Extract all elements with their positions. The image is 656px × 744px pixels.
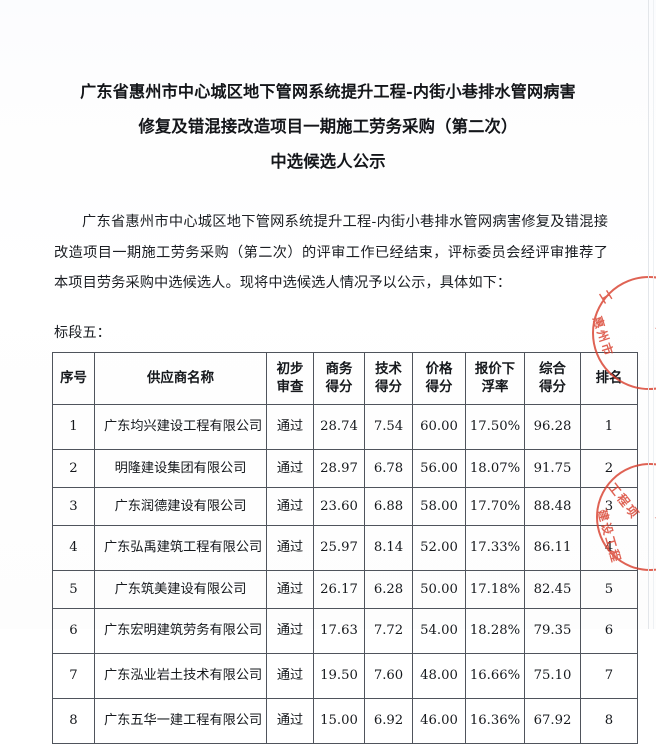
official-seal-lower: 工程项 建设工程 [594, 463, 656, 571]
cell-prelim-review: 通过 [266, 524, 314, 571]
cell-business-score: 19.50 [313, 652, 365, 699]
title-line-2: 修复及错混接改造项目一期施工劳务采购（第二次） [138, 117, 518, 136]
scan-edge-line-secondary [653, 0, 654, 629]
intro-paragraph: 广东省惠州市中心城区地下管网系统提升工程-内街小巷排水管网病害修复及错混接改造项… [54, 214, 608, 292]
official-seal-upper: 工 惠州市 [589, 276, 656, 390]
cell-business-score: 15.00 [313, 697, 365, 744]
cell-price-score: 52.00 [412, 524, 466, 571]
table-row: 8 广东五华一建工程有限公司 通过 15.00 6.92 46.00 16.36% 67.92… [52, 697, 638, 744]
cell-technical-score: 7.60 [364, 652, 413, 699]
header-line: 序号 [60, 370, 87, 387]
cell-price-score: 48.00 [412, 652, 466, 699]
table-row: 3 广东润德建设有限公司 通过 23.60 6.88 58.00 17.70% 88.48 3 [52, 486, 638, 526]
header-line: 综合 [539, 360, 566, 377]
cell-discount-rate: 18.07% [465, 448, 525, 488]
column-header-technical-score: 技术 得分 [364, 351, 413, 405]
cell-supplier: 广东五华一建工程有限公司 [94, 697, 267, 744]
cell-supplier: 广东筑美建设有限公司 [94, 569, 267, 609]
table-row: 1 广东均兴建设工程有限公司 通过 28.74 7.54 60.00 17.50% 96.28… [52, 403, 638, 450]
document-body: 广东省惠州市中心城区地下管网系统提升工程-内街小巷排水管网病害修复及错混接改造项… [0, 179, 656, 299]
cell-business-score: 26.17 [313, 569, 365, 609]
cell-rank: 8 [580, 697, 638, 744]
header-line: 排名 [595, 370, 623, 387]
seal-text-line: 工程项 [605, 480, 643, 522]
cell-total-score: 88.48 [524, 486, 581, 526]
column-header-discount-rate: 报价下 浮率 [465, 351, 525, 405]
cell-index: 7 [52, 652, 95, 699]
cell-total-score: 75.10 [524, 652, 581, 699]
cell-discount-rate: 17.33% [465, 524, 525, 571]
column-header-rank: 排名 [580, 351, 638, 405]
column-header-total-score: 综合 得分 [524, 351, 581, 405]
header-line: 初步 [276, 360, 304, 377]
cell-price-score: 56.00 [412, 448, 466, 488]
header-line: 技术 [375, 360, 402, 377]
cell-supplier: 广东润德建设有限公司 [94, 486, 267, 526]
cell-technical-score: 6.28 [364, 569, 413, 609]
title-line-3: 中选候选人公示 [270, 152, 386, 171]
column-header-index: 序号 [52, 351, 95, 405]
cell-supplier: 广东弘禹建筑工程有限公司 [94, 524, 267, 571]
cell-rank: 4 [580, 524, 638, 571]
cell-supplier: 明隆建设集团有限公司 [94, 448, 267, 488]
section-label-lot-five: 标段五： [54, 324, 111, 341]
cell-rank: 1 [580, 403, 638, 450]
table-header-row: 序号 供应商名称 初步 审查 商务 得分 技术 得分 [52, 351, 638, 405]
seal-text-line: 惠州市 [589, 314, 617, 359]
cell-rank: 3 [580, 486, 638, 526]
header-line: 审查 [276, 379, 304, 396]
header-line: 得分 [539, 379, 566, 396]
header-line: 得分 [375, 379, 402, 396]
cell-business-score: 28.74 [313, 403, 365, 450]
cell-rank: 5 [580, 569, 638, 609]
cell-discount-rate: 17.50% [465, 403, 525, 450]
cell-prelim-review: 通过 [266, 486, 314, 526]
seal-layer: 工 惠州市 工程项 建设工程 [589, 276, 656, 571]
scan-edge-line [648, 0, 649, 629]
cell-index: 8 [52, 697, 95, 744]
cell-total-score: 86.11 [524, 524, 581, 571]
header-line: 商务 [325, 360, 353, 377]
cell-technical-score: 6.92 [364, 697, 413, 744]
header-line: 供应商名称 [147, 370, 214, 387]
cell-technical-score: 7.54 [364, 403, 413, 450]
cell-prelim-review: 通过 [266, 652, 314, 699]
header-line: 报价下 [474, 360, 516, 377]
header-line: 浮率 [481, 379, 509, 396]
cell-rank: 7 [580, 652, 638, 699]
cell-total-score: 96.28 [524, 403, 581, 450]
cell-prelim-review: 通过 [266, 448, 314, 488]
table-row: 5 广东筑美建设有限公司 通过 26.17 6.28 50.00 17.18% 82.45 5 [52, 569, 638, 609]
header-line: 价格 [425, 360, 453, 377]
header-line: 得分 [325, 379, 353, 396]
table-row: 7 广东泓业岩土技术有限公司 通过 19.50 7.60 48.00 16.66% 75.10… [52, 652, 638, 699]
cell-price-score: 58.00 [412, 486, 466, 526]
cell-total-score: 91.75 [524, 448, 581, 488]
cell-prelim-review: 通过 [266, 403, 314, 450]
document-title: 广东省惠州市中心城区地下管网系统提升工程-内街小巷排水管网病害 修复及错混接改造… [0, 0, 656, 179]
table-row: 4 广东弘禹建筑工程有限公司 通过 25.97 8.14 52.00 17.33% 86.11… [52, 524, 638, 571]
cell-discount-rate: 16.66% [465, 652, 525, 699]
seal-text-line: 工 [596, 288, 616, 308]
cell-supplier: 广东泓业岩土技术有限公司 [94, 652, 267, 699]
cell-index: 1 [52, 403, 95, 450]
column-header-business-score: 商务 得分 [313, 351, 365, 405]
column-header-supplier: 供应商名称 [94, 351, 267, 405]
cell-index: 2 [52, 448, 95, 488]
header-line: 得分 [425, 379, 453, 396]
cell-index: 4 [52, 524, 95, 571]
cell-discount-rate: 16.36% [465, 697, 525, 744]
cell-price-score: 46.00 [412, 697, 466, 744]
column-header-prelim-review: 初步 审查 [266, 351, 314, 405]
cell-index: 5 [52, 569, 95, 609]
title-line-1: 广东省惠州市中心城区地下管网系统提升工程-内街小巷排水管网病害 [80, 82, 576, 101]
cell-prelim-review: 通过 [266, 697, 314, 744]
cell-total-score: 67.92 [524, 697, 581, 744]
seal-text-line: 建设工程 [594, 507, 624, 566]
